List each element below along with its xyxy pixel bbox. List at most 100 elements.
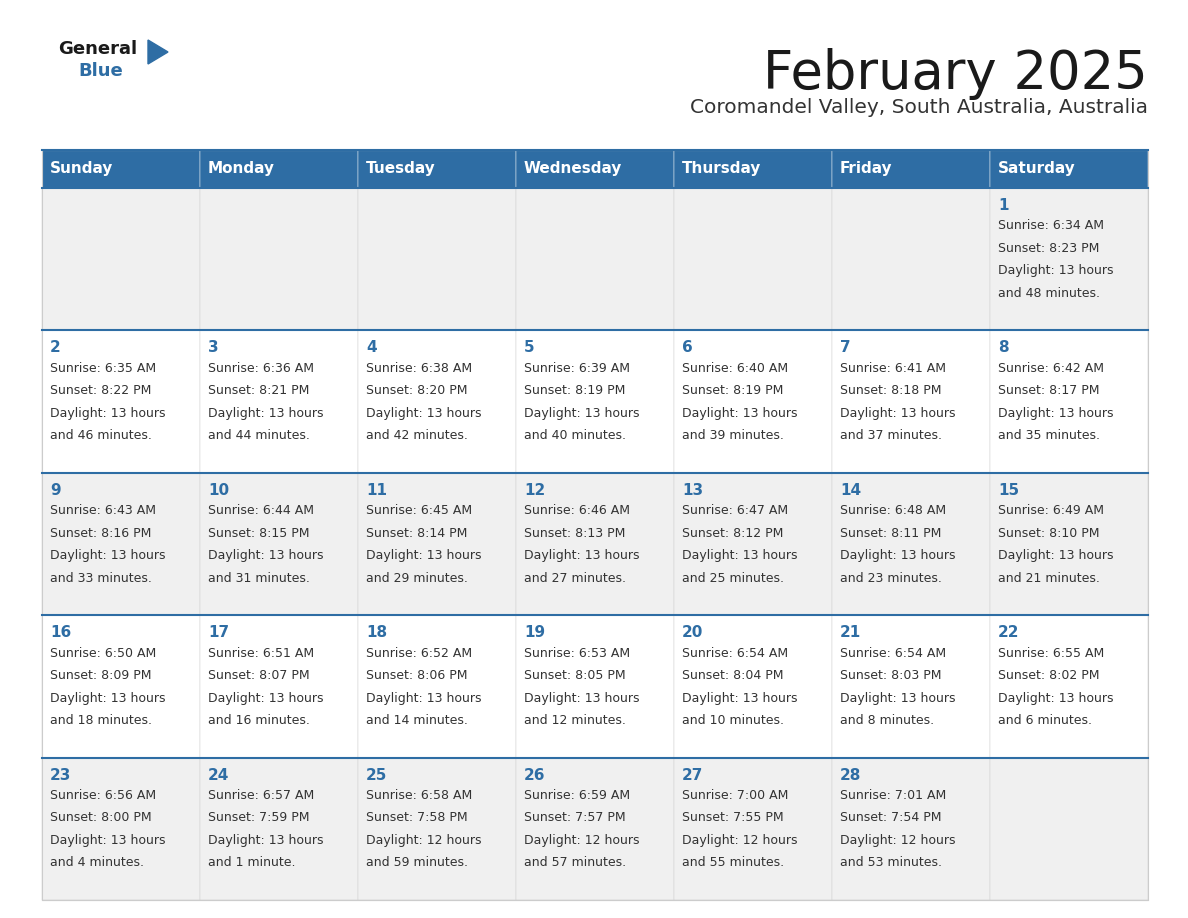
Bar [516,473,674,615]
Bar [42,473,200,615]
Text: Sunrise: 6:35 AM: Sunrise: 6:35 AM [50,362,156,375]
Bar [200,757,358,900]
Text: and 55 minutes.: and 55 minutes. [682,856,784,869]
Bar [42,330,200,473]
Text: 21: 21 [840,625,861,640]
Text: 11: 11 [366,483,387,498]
Bar [358,615,516,757]
Text: Daylight: 13 hours: Daylight: 13 hours [840,407,955,420]
Bar [990,188,1148,330]
Text: Sunrise: 6:46 AM: Sunrise: 6:46 AM [524,504,630,517]
Text: Sunset: 8:03 PM: Sunset: 8:03 PM [840,669,941,682]
Text: Sunset: 8:06 PM: Sunset: 8:06 PM [366,669,467,682]
Text: 5: 5 [524,341,535,355]
Text: Monday: Monday [208,162,274,176]
Text: Sunrise: 6:54 AM: Sunrise: 6:54 AM [682,646,788,659]
Text: Sunrise: 6:34 AM: Sunrise: 6:34 AM [998,219,1104,232]
Text: 2: 2 [50,341,61,355]
Bar [674,757,832,900]
Bar [990,757,1148,900]
Bar [832,188,990,330]
Text: and 25 minutes.: and 25 minutes. [682,572,784,585]
Text: and 37 minutes.: and 37 minutes. [840,430,942,442]
Text: Sunset: 8:18 PM: Sunset: 8:18 PM [840,385,941,397]
Text: Sunrise: 6:54 AM: Sunrise: 6:54 AM [840,646,946,659]
Bar [42,188,200,330]
Text: Sunset: 8:04 PM: Sunset: 8:04 PM [682,669,783,682]
Text: 16: 16 [50,625,71,640]
Text: and 18 minutes.: and 18 minutes. [50,714,152,727]
Text: Daylight: 13 hours: Daylight: 13 hours [998,407,1113,420]
Text: Sunrise: 6:56 AM: Sunrise: 6:56 AM [50,789,156,802]
Text: 19: 19 [524,625,545,640]
Text: Friday: Friday [840,162,892,176]
Text: Sunrise: 6:43 AM: Sunrise: 6:43 AM [50,504,156,517]
Bar [42,150,200,188]
Text: Sunset: 8:22 PM: Sunset: 8:22 PM [50,385,151,397]
Text: and 12 minutes.: and 12 minutes. [524,714,626,727]
Text: and 27 minutes.: and 27 minutes. [524,572,626,585]
Text: Daylight: 13 hours: Daylight: 13 hours [524,407,639,420]
Bar [674,473,832,615]
Text: and 33 minutes.: and 33 minutes. [50,572,152,585]
Text: 15: 15 [998,483,1019,498]
Text: Sunset: 8:11 PM: Sunset: 8:11 PM [840,527,941,540]
Text: Daylight: 13 hours: Daylight: 13 hours [998,691,1113,704]
Bar [358,757,516,900]
Bar [832,757,990,900]
Text: 8: 8 [998,341,1009,355]
Text: 7: 7 [840,341,851,355]
Bar [200,150,358,188]
Text: Sunrise: 6:40 AM: Sunrise: 6:40 AM [682,362,788,375]
Text: 14: 14 [840,483,861,498]
Bar [200,330,358,473]
Text: and 1 minute.: and 1 minute. [208,856,296,869]
Text: Sunset: 7:58 PM: Sunset: 7:58 PM [366,812,468,824]
Text: 9: 9 [50,483,61,498]
Text: Daylight: 13 hours: Daylight: 13 hours [50,834,165,847]
Text: Sunset: 8:21 PM: Sunset: 8:21 PM [208,385,309,397]
Text: and 53 minutes.: and 53 minutes. [840,856,942,869]
Text: Sunset: 8:17 PM: Sunset: 8:17 PM [998,385,1099,397]
Text: 6: 6 [682,341,693,355]
Text: and 40 minutes.: and 40 minutes. [524,430,626,442]
Text: and 23 minutes.: and 23 minutes. [840,572,942,585]
Text: 22: 22 [998,625,1019,640]
Bar [42,757,200,900]
Bar [516,188,674,330]
Bar [358,473,516,615]
Text: 24: 24 [208,767,229,782]
Text: Daylight: 13 hours: Daylight: 13 hours [682,407,797,420]
Text: and 10 minutes.: and 10 minutes. [682,714,784,727]
Text: 27: 27 [682,767,703,782]
Text: Daylight: 13 hours: Daylight: 13 hours [998,264,1113,277]
Bar [200,188,358,330]
Bar [990,473,1148,615]
Text: Sunrise: 6:57 AM: Sunrise: 6:57 AM [208,789,314,802]
Text: Sunset: 7:54 PM: Sunset: 7:54 PM [840,812,941,824]
Text: Sunset: 8:02 PM: Sunset: 8:02 PM [998,669,1099,682]
Bar [516,330,674,473]
Text: Daylight: 13 hours: Daylight: 13 hours [50,549,165,562]
Text: Daylight: 13 hours: Daylight: 13 hours [840,691,955,704]
Text: Sunset: 8:23 PM: Sunset: 8:23 PM [998,241,1099,255]
Text: Daylight: 13 hours: Daylight: 13 hours [208,549,323,562]
Text: Sunrise: 6:50 AM: Sunrise: 6:50 AM [50,646,156,659]
Text: General: General [58,40,137,58]
Text: Sunset: 7:59 PM: Sunset: 7:59 PM [208,812,309,824]
Text: 23: 23 [50,767,71,782]
Text: Sunrise: 6:36 AM: Sunrise: 6:36 AM [208,362,314,375]
Text: Sunset: 7:55 PM: Sunset: 7:55 PM [682,812,784,824]
Bar [358,188,516,330]
Text: and 21 minutes.: and 21 minutes. [998,572,1100,585]
Bar [516,757,674,900]
Text: Sunset: 8:05 PM: Sunset: 8:05 PM [524,669,626,682]
Text: Daylight: 12 hours: Daylight: 12 hours [840,834,955,847]
Text: and 8 minutes.: and 8 minutes. [840,714,934,727]
Text: Sunset: 8:13 PM: Sunset: 8:13 PM [524,527,625,540]
Bar [516,150,674,188]
Text: and 57 minutes.: and 57 minutes. [524,856,626,869]
Text: Sunday: Sunday [50,162,113,176]
Bar [674,150,832,188]
Text: Daylight: 13 hours: Daylight: 13 hours [366,549,481,562]
